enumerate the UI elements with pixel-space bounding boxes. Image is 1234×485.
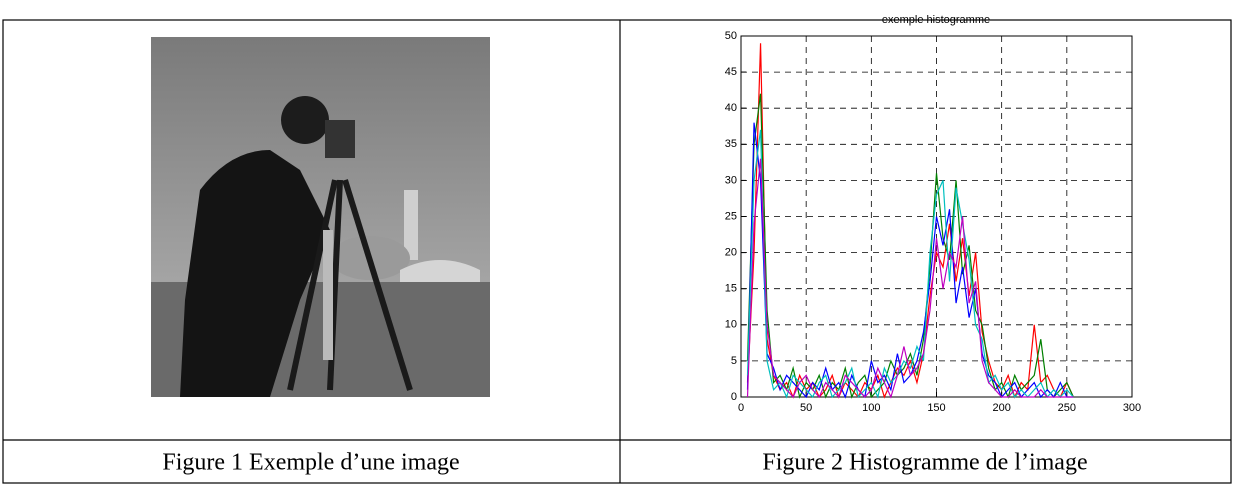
series-line <box>746 158 1074 399</box>
y-tick-label: 0 <box>731 391 737 403</box>
y-tick-label: 15 <box>725 283 737 295</box>
y-tick-label: 30 <box>725 174 737 186</box>
x-tick-label: 50 <box>800 402 812 414</box>
x-tick-label: 250 <box>1058 402 1076 414</box>
series-line <box>746 129 1074 399</box>
y-tick-label: 35 <box>725 138 737 150</box>
x-tick-label: 0 <box>738 402 744 414</box>
y-tick-label: 45 <box>725 66 737 78</box>
chart-title: exemple histogramme <box>882 14 990 26</box>
y-tick-label: 40 <box>725 102 737 114</box>
x-tick-label: 300 <box>1123 402 1141 414</box>
y-tick-label: 25 <box>725 210 737 222</box>
caption: Figure 1 Exemple d’une image <box>162 450 459 476</box>
table-borders <box>2 19 1232 484</box>
photo <box>151 37 490 397</box>
plot: 0 50 100 150 200 250 300 0 5 10 15 20 25 30 35 40 45 50 <box>725 30 1141 414</box>
y-tick-label: 20 <box>725 247 737 259</box>
x-tick-label: 100 <box>862 402 880 414</box>
x-tick-label: 200 <box>992 402 1010 414</box>
x-tick-label: 150 <box>927 402 945 414</box>
caption: Figure 2 Histogramme de l’image <box>762 450 1087 476</box>
y-tick-label: 50 <box>725 30 737 42</box>
y-tick-label: 5 <box>731 355 737 367</box>
y-tick-label: 10 <box>725 319 737 331</box>
